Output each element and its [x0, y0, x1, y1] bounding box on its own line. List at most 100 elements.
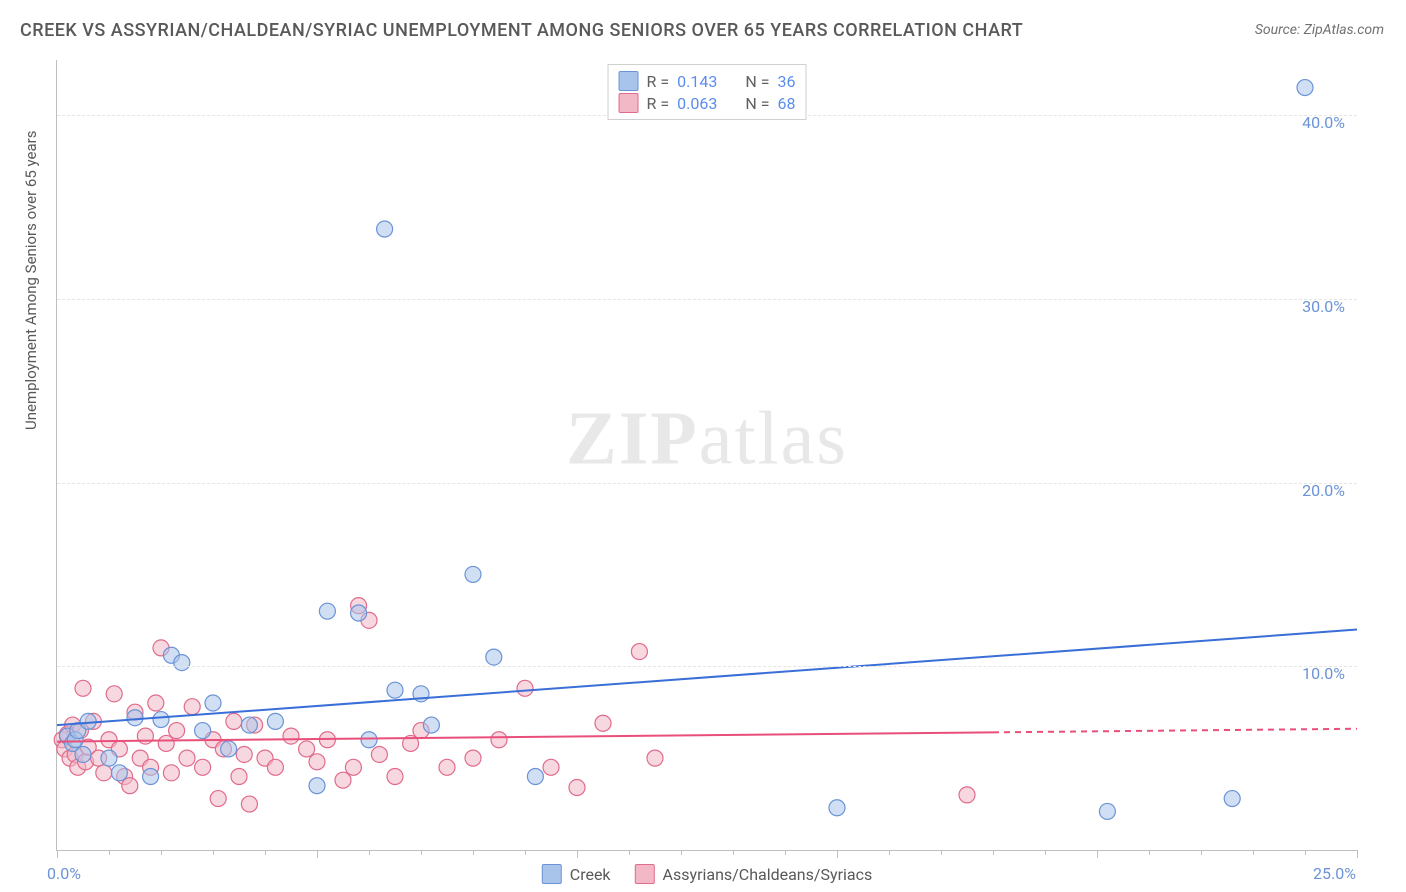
r-label: R =: [647, 94, 670, 113]
scatter-point: [75, 680, 91, 696]
scatter-point: [309, 778, 325, 794]
legend-row-assyrian: R = 0.063 N = 68: [619, 93, 796, 113]
scatter-point: [169, 723, 185, 739]
scatter-point: [75, 746, 91, 762]
scatter-point: [195, 759, 211, 775]
scatter-point: [267, 713, 283, 729]
scatter-point: [283, 728, 299, 744]
x-tick-major: [1097, 850, 1098, 858]
scatter-point: [174, 655, 190, 671]
x-tick-major: [317, 850, 318, 858]
x-tick-minor: [993, 850, 994, 855]
scatter-point: [184, 699, 200, 715]
scatter-point: [231, 769, 247, 785]
scatter-point: [299, 741, 315, 757]
scatter-point: [377, 221, 393, 237]
scatter-point: [647, 750, 663, 766]
scatter-point: [195, 723, 211, 739]
x-tick-minor: [1149, 850, 1150, 855]
scatter-point: [143, 769, 159, 785]
scatter-point: [631, 644, 647, 660]
scatter-point: [101, 750, 117, 766]
n-label: N =: [745, 72, 769, 91]
scatter-point: [267, 759, 283, 775]
chart-title: CREEK VS ASSYRIAN/CHALDEAN/SYRIAC UNEMPL…: [20, 20, 1023, 41]
scatter-point: [163, 765, 179, 781]
swatch-creek: [619, 71, 639, 91]
x-tick-minor: [1201, 850, 1202, 855]
scatter-point: [387, 682, 403, 698]
scatter-point: [527, 769, 543, 785]
scatter-svg: [57, 60, 1357, 850]
x-tick-minor: [1045, 850, 1046, 855]
y-axis-label: Unemployment Among Seniors over 65 years: [22, 131, 40, 430]
scatter-point: [210, 791, 226, 807]
scatter-point: [122, 778, 138, 794]
x-tick-minor: [629, 850, 630, 855]
y-tick-label: 20.0%: [1302, 481, 1345, 500]
x-tick-minor: [265, 850, 266, 855]
x-tick-minor: [369, 850, 370, 855]
series-legend: Creek Assyrians/Chaldeans/Syriacs: [542, 864, 872, 884]
scatter-point: [221, 741, 237, 757]
scatter-point: [127, 710, 143, 726]
legend-item-creek: Creek: [542, 864, 611, 884]
y-tick-label: 30.0%: [1302, 297, 1345, 316]
scatter-point: [439, 759, 455, 775]
scatter-point: [1224, 791, 1240, 807]
scatter-point: [423, 717, 439, 733]
gridline: [57, 666, 1357, 667]
scatter-point: [371, 746, 387, 762]
chart-container: CREEK VS ASSYRIAN/CHALDEAN/SYRIAC UNEMPL…: [0, 0, 1406, 892]
scatter-point: [148, 695, 164, 711]
x-tick-minor: [889, 850, 890, 855]
x-tick-major: [577, 850, 578, 858]
scatter-point: [96, 765, 112, 781]
scatter-point: [153, 712, 169, 728]
swatch-assyrian: [619, 93, 639, 113]
scatter-point: [543, 759, 559, 775]
n-value-assyrian: 68: [777, 94, 795, 113]
scatter-point: [387, 769, 403, 785]
x-tick-label: 25.0%: [1313, 864, 1356, 883]
r-label: R =: [647, 72, 670, 91]
scatter-point: [106, 686, 122, 702]
scatter-point: [205, 695, 221, 711]
x-tick-major: [837, 850, 838, 858]
scatter-point: [595, 715, 611, 731]
r-value-assyrian: 0.063: [677, 94, 717, 113]
plot-area: ZIPatlas R = 0.143 N = 36 R = 0.063 N = …: [56, 60, 1357, 851]
x-tick-minor: [525, 850, 526, 855]
y-tick-label: 40.0%: [1302, 113, 1345, 132]
scatter-point: [486, 649, 502, 665]
legend-label-creek: Creek: [570, 865, 611, 884]
scatter-point: [1297, 80, 1313, 96]
legend-label-assyrian: Assyrians/Chaldeans/Syriacs: [663, 865, 873, 884]
trend-line-dashed: [993, 729, 1357, 733]
y-tick-label: 10.0%: [1302, 664, 1345, 683]
scatter-point: [158, 735, 174, 751]
scatter-point: [111, 765, 127, 781]
legend-item-assyrian: Assyrians/Chaldeans/Syriacs: [635, 864, 873, 884]
gridline: [57, 483, 1357, 484]
scatter-point: [179, 750, 195, 766]
x-tick-label: 0.0%: [47, 864, 81, 883]
x-tick-minor: [473, 850, 474, 855]
n-label: N =: [745, 94, 769, 113]
scatter-point: [335, 772, 351, 788]
scatter-point: [345, 759, 361, 775]
r-value-creek: 0.143: [677, 72, 717, 91]
scatter-point: [1099, 803, 1115, 819]
x-tick-minor: [785, 850, 786, 855]
trend-line: [57, 630, 1357, 726]
scatter-point: [351, 605, 367, 621]
x-tick-minor: [681, 850, 682, 855]
x-tick-major: [57, 850, 58, 858]
scatter-point: [465, 750, 481, 766]
x-tick-minor: [1305, 850, 1306, 855]
x-tick-minor: [213, 850, 214, 855]
legend-row-creek: R = 0.143 N = 36: [619, 71, 796, 91]
x-tick-minor: [1253, 850, 1254, 855]
scatter-point: [465, 566, 481, 582]
scatter-point: [236, 746, 252, 762]
